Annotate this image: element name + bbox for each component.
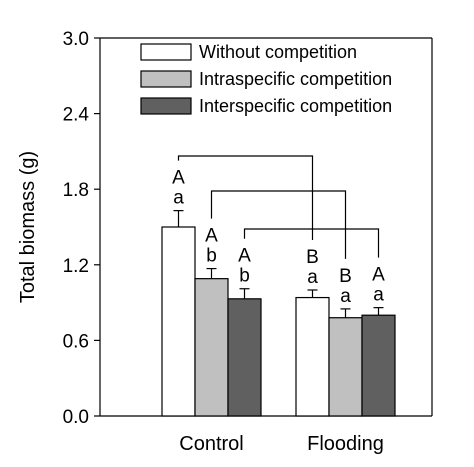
- significance-letter-upper: B: [339, 266, 352, 287]
- y-tick-label: 1.2: [63, 256, 89, 277]
- y-tick-label: 2.4: [63, 105, 90, 126]
- significance-letter-lower: b: [206, 246, 217, 267]
- y-axis-label: Total biomass (g): [17, 151, 39, 303]
- bar: [161, 226, 196, 417]
- legend: Without competition Intraspecific competi…: [140, 42, 392, 116]
- y-tick-label: 0.6: [63, 331, 89, 352]
- significance-letter-lower: a: [373, 285, 384, 306]
- x-tick-label: Flooding: [307, 433, 384, 455]
- y-tick-label: 0.0: [63, 407, 89, 428]
- y-tick-label: 3.0: [63, 29, 89, 50]
- legend-swatch: [140, 70, 192, 88]
- y-ticks: 0.0 0.6 1.2 1.8 2.4 3.0: [63, 29, 100, 428]
- bar: [227, 298, 262, 417]
- comparison-bracket: [243, 228, 380, 258]
- significance-letter-upper: A: [205, 226, 218, 247]
- legend-label: Interspecific competition: [199, 96, 392, 116]
- x-tick-label: Control: [179, 433, 243, 455]
- comparison-bracket: [177, 155, 314, 240]
- y-tick-label: 1.8: [63, 180, 89, 201]
- significance-letter-upper: A: [172, 168, 185, 189]
- significance-letter-lower: a: [340, 286, 351, 307]
- bar: [361, 314, 396, 417]
- legend-label: Intraspecific competition: [199, 69, 392, 89]
- comparison-bracket: [210, 190, 347, 259]
- bar: [295, 296, 330, 417]
- bar: [328, 317, 363, 417]
- significance-letter-lower: a: [307, 267, 318, 288]
- comparison-brackets: [177, 155, 380, 259]
- bar: [194, 278, 229, 417]
- x-ticks: Control Flooding: [179, 433, 384, 455]
- significance-letter-upper: B: [306, 247, 319, 268]
- legend-swatch: [140, 97, 192, 115]
- significance-letter-upper: A: [238, 246, 251, 267]
- significance-letter-lower: b: [239, 266, 250, 287]
- legend-label: Without competition: [199, 42, 357, 62]
- legend-swatch: [140, 43, 192, 61]
- significance-letter-upper: A: [372, 265, 385, 286]
- significance-letter-lower: a: [173, 188, 184, 209]
